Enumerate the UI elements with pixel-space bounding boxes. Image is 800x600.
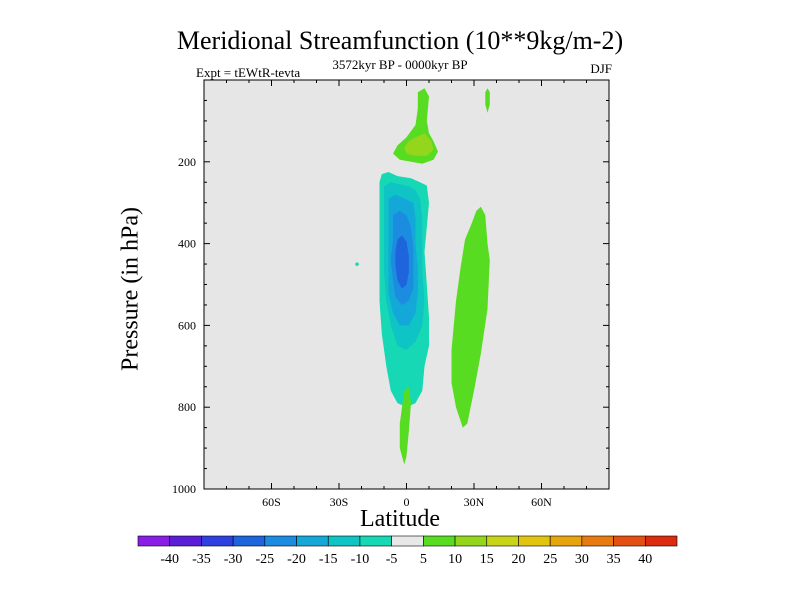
colorbar-swatch	[644, 535, 678, 547]
x-tick-label: 30S	[330, 495, 349, 509]
colorbar-label: -40	[160, 552, 179, 567]
x-tick-label: 60N	[531, 495, 552, 509]
y-tick-label: 400	[178, 237, 196, 251]
y-tick-label: 200	[178, 155, 196, 169]
colorbar-swatch	[581, 535, 614, 547]
contour-regions	[354, 88, 490, 465]
x-tick-label: 60S	[262, 495, 281, 509]
contour-region-negative-cell-25	[395, 235, 409, 289]
colorbar-swatch	[454, 535, 488, 547]
colorbar-label: 40	[638, 552, 652, 567]
season-label: DJF	[590, 61, 612, 76]
plot-area: 60S 30S 0 30N 60N 200 400 600 800 1000	[172, 79, 610, 509]
contour-region-upper-positive-core	[404, 133, 434, 156]
colorbar-swatch	[169, 535, 202, 547]
colorbar-label: -20	[287, 552, 306, 567]
x-tick-label: 30N	[464, 495, 485, 509]
colorbar-label: -25	[255, 552, 274, 567]
colorbar-label: -5	[386, 552, 398, 567]
x-tick-label: 0	[404, 495, 410, 509]
contour-region-lower-positive-sliver	[399, 386, 411, 465]
contour-region-right-positive-cell	[451, 206, 490, 428]
colorbar-label: -35	[192, 552, 211, 567]
chart-title: Meridional Streamfunction (10**9kg/m-2)	[176, 26, 624, 55]
time-range-label: 3572kyr BP - 0000kyr BP	[332, 57, 468, 72]
colorbar-label: 25	[543, 552, 557, 567]
y-tick-label: 800	[178, 400, 196, 414]
colorbar-label: 15	[480, 552, 494, 567]
contour-region-isolated-speck	[354, 262, 360, 267]
colorbar-swatch	[359, 535, 392, 547]
colorbar-swatch	[137, 535, 171, 547]
colorbar-swatch	[264, 535, 297, 547]
axis-ticks: 60S 30S 0 30N 60N 200 400 600 800 1000	[172, 80, 609, 509]
colorbar-label: -15	[319, 552, 338, 567]
colorbar-swatch	[201, 535, 234, 547]
colorbar-swatch	[423, 535, 456, 547]
contour-region-upper-right-sliver	[485, 88, 490, 113]
colorbar-swatch	[296, 535, 329, 547]
colorbar-label: -30	[224, 552, 243, 567]
colorbar-swatch	[518, 535, 551, 547]
colorbar: -40 -35 -30 -25 -20 -15 -10 -5 5 10 15 20 25 30 35 40	[137, 535, 678, 567]
colorbar-swatch	[549, 535, 583, 547]
y-tick-label: 1000	[172, 482, 196, 496]
colorbar-label: 30	[575, 552, 589, 567]
colorbar-label: 35	[607, 552, 621, 567]
y-tick-label: 600	[178, 318, 196, 332]
colorbar-swatch	[613, 535, 646, 547]
colorbar-label: 5	[420, 552, 427, 567]
colorbar-label: 10	[448, 552, 462, 567]
colorbar-swatch	[232, 535, 266, 547]
colorbar-label: 20	[512, 552, 526, 567]
colorbar-label: -10	[351, 552, 370, 567]
colorbar-swatch	[327, 535, 361, 547]
colorbar-swatch	[391, 535, 424, 547]
x-axis-label: Latitude	[360, 506, 440, 532]
experiment-label: Expt = tEWtR-tevta	[196, 65, 301, 80]
colorbar-swatch	[486, 535, 519, 547]
